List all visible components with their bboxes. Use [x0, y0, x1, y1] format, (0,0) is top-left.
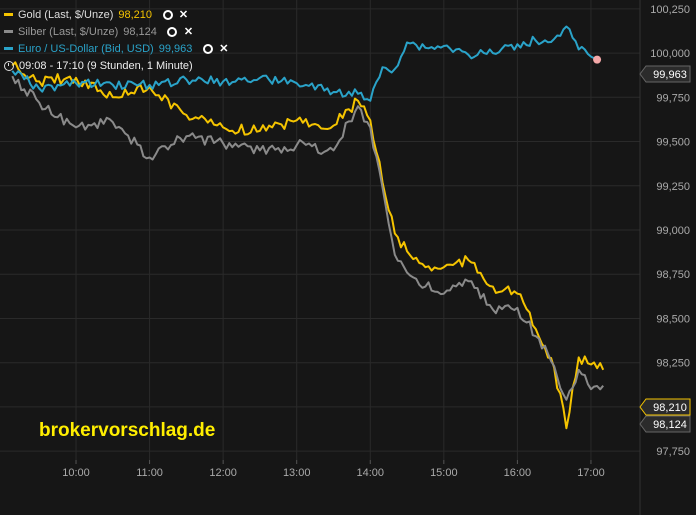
legend-item-eurusd[interactable]: Euro / US-Dollar (Bid, USD) 99,963 ✕ — [4, 40, 234, 57]
x-tick-label: 14:00 — [357, 467, 385, 479]
series-line-gold — [11, 61, 605, 430]
legend-silver-name: Silber (Last, $/Unze) — [18, 25, 119, 38]
legend: Gold (Last, $/Unze) 98,210 ✕ Silber (Las… — [4, 6, 234, 74]
series-lines — [11, 25, 605, 430]
y-tick-label: 97,750 — [656, 446, 690, 458]
y-tick-label: 99,000 — [656, 225, 690, 237]
y-tick-label: 98,500 — [656, 313, 690, 325]
y-tick-label: 99,250 — [656, 181, 690, 193]
last-value-text: 98,210 — [653, 402, 687, 414]
series-line-eurusd — [11, 25, 598, 102]
x-axis: 10:00 11:00 12:00 13:00 14:00 15:00 16:00 17:00 — [62, 460, 605, 479]
x-tick-label: 17:00 — [577, 467, 605, 479]
last-value-label: 98,210 — [639, 398, 691, 416]
toggle-visibility-icon[interactable] — [167, 26, 178, 37]
gold-swatch — [4, 13, 13, 16]
last-value-label: 99,963 — [639, 65, 691, 83]
close-icon[interactable]: ✕ — [178, 9, 189, 21]
x-tick-label: 12:00 — [209, 467, 237, 479]
legend-silver-value: 98,124 — [123, 25, 157, 38]
legend-item-gold[interactable]: Gold (Last, $/Unze) 98,210 ✕ — [4, 6, 234, 23]
series-line-silver — [11, 75, 604, 401]
time-range-label: 09:08 - 17:10 (9 Stunden, 1 Minute) — [19, 59, 193, 72]
y-tick-label: 100,000 — [650, 48, 690, 60]
legend-item-silver[interactable]: Silber (Last, $/Unze) 98,124 ✕ — [4, 23, 234, 40]
x-tick-label: 16:00 — [504, 467, 532, 479]
legend-eurusd-name: Euro / US-Dollar (Bid, USD) — [18, 42, 154, 55]
legend-gold-name: Gold (Last, $/Unze) — [18, 8, 114, 21]
close-icon[interactable]: ✕ — [219, 43, 229, 55]
last-value-text: 98,124 — [653, 419, 687, 431]
time-range: 09:08 - 17:10 (9 Stunden, 1 Minute) — [4, 57, 234, 74]
clock-icon — [4, 60, 14, 71]
y-tick-label: 99,750 — [656, 92, 690, 104]
watermark: brokervorschlag.de — [39, 420, 216, 441]
eurusd-swatch — [4, 47, 13, 50]
y-tick-label: 99,500 — [656, 137, 690, 149]
y-tick-label: 98,250 — [656, 358, 690, 370]
silver-swatch — [4, 30, 13, 33]
last-value-label: 98,124 — [639, 415, 691, 433]
x-tick-label: 15:00 — [430, 467, 458, 479]
x-tick-label: 13:00 — [283, 467, 311, 479]
close-icon[interactable]: ✕ — [183, 26, 194, 38]
legend-eurusd-value: 99,963 — [158, 42, 193, 55]
y-tick-label: 100,250 — [650, 4, 690, 16]
x-tick-label: 10:00 — [62, 467, 90, 479]
eurusd-endpoint-marker — [593, 55, 602, 64]
x-tick-label: 11:00 — [136, 467, 163, 479]
y-tick-label: 98,750 — [656, 269, 690, 281]
last-value-text: 99,963 — [653, 69, 687, 81]
last-value-labels: 99,963 98,210 98,124 — [639, 65, 691, 433]
toggle-visibility-icon[interactable] — [162, 9, 173, 20]
toggle-visibility-icon[interactable] — [202, 43, 213, 54]
legend-gold-value: 98,210 — [118, 8, 153, 21]
